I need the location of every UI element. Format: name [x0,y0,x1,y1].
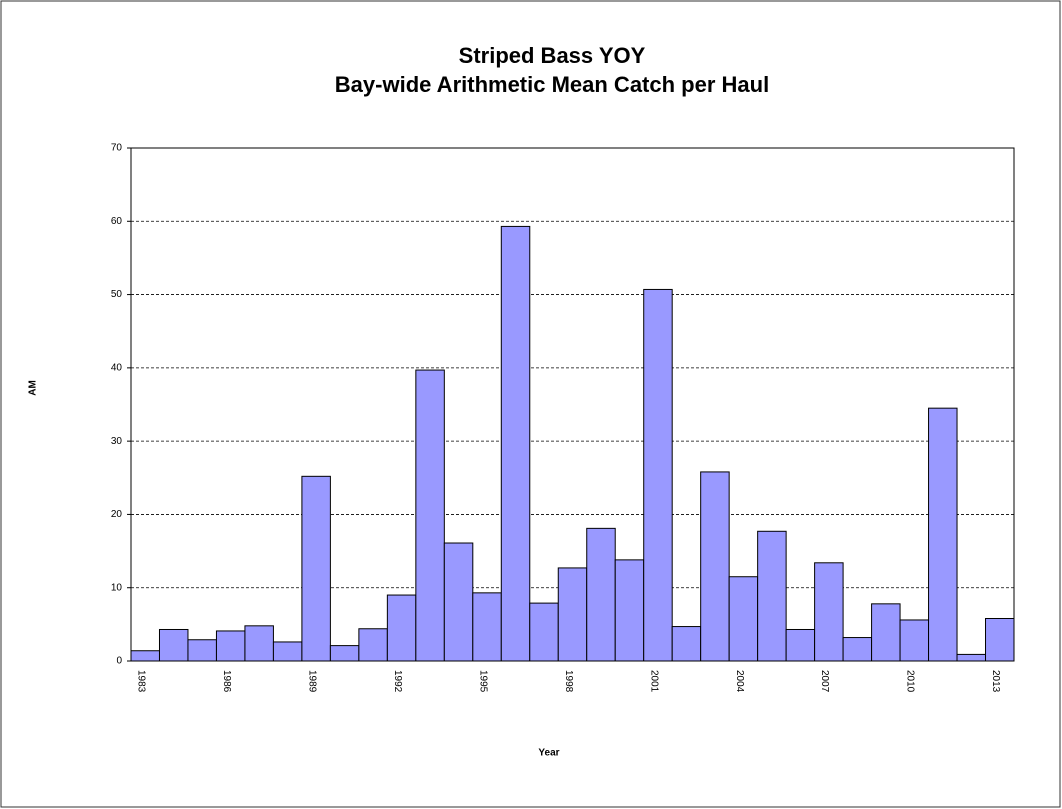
bar [158,628,189,662]
x-tick-label: 2010 [905,670,916,693]
bar [386,594,417,662]
x-tick-label: 2013 [990,670,1001,693]
bar [614,559,645,662]
y-tick-label: 60 [111,216,123,227]
bar [443,542,474,662]
bar [500,225,531,662]
y-tick-label: 0 [116,656,122,667]
chart-title: Striped Bass YOY [459,43,646,68]
x-tick-label: 1983 [136,670,147,693]
x-tick-label: 2001 [648,670,659,693]
bar [757,530,787,662]
bar [187,639,217,662]
y-tick-label: 10 [111,582,123,593]
y-tick-label: 70 [111,143,123,154]
bar [529,602,559,662]
bar [586,527,616,662]
y-tick-label: 20 [111,509,123,520]
bar [785,628,816,662]
bar [358,628,388,662]
bar [415,369,445,662]
bar [956,653,987,662]
chart-subtitle: Bay-wide Arithmetic Mean Catch per Haul [335,72,769,97]
bar [671,626,702,662]
bar [700,471,730,662]
bar [244,625,274,662]
x-tick-label: 2004 [734,670,745,693]
x-tick-label: 1986 [221,670,232,693]
x-tick-label: 1989 [307,670,318,693]
bar [557,567,588,662]
bar [728,576,759,662]
bar [130,650,160,662]
y-tick-label: 30 [111,436,123,447]
bar [985,617,1015,662]
x-axis-title: Year [538,748,559,759]
bar [928,407,958,662]
bar [899,619,930,662]
bar [301,475,331,662]
x-tick-label: 1995 [477,670,488,693]
bar [215,630,246,662]
y-tick-label: 40 [111,362,123,373]
bar [842,637,873,662]
bar [643,288,673,662]
bar [329,645,360,662]
y-axis-title: AM [28,380,39,396]
bar [272,641,303,662]
bar [871,603,901,662]
bar [814,562,844,662]
y-tick-label: 50 [111,289,123,300]
bar [472,592,502,662]
x-tick-label: 1992 [392,670,403,693]
x-tick-label: 2007 [819,670,830,693]
x-tick-label: 1998 [563,670,574,693]
